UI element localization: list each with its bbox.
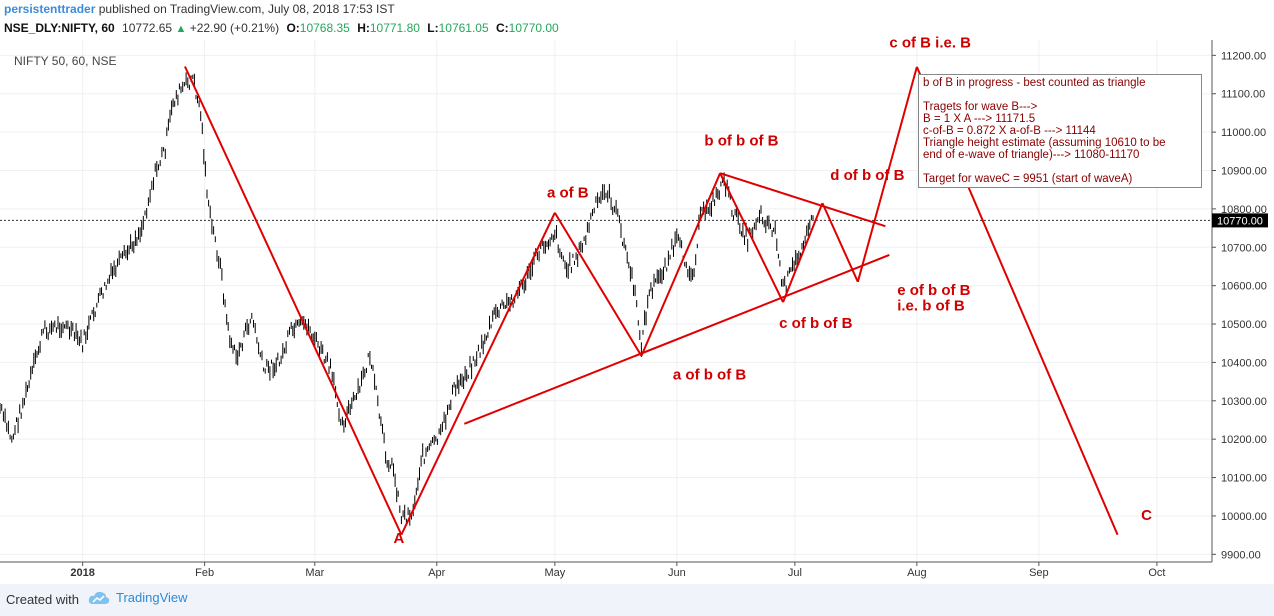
note-line: Triangle height estimate (assuming 10610… <box>923 137 1166 149</box>
x-tick-label: Sep <box>1029 567 1049 579</box>
wave-annotation: a of B <box>547 184 589 201</box>
x-tick-label: 2018 <box>70 567 94 579</box>
wave-line <box>400 212 556 536</box>
high-value: 10771.80 <box>369 21 420 35</box>
chart-title: NIFTY 50, 60, NSE <box>14 54 117 68</box>
low-label: L: <box>427 21 439 35</box>
wave-annotation: a of b of B <box>673 367 746 384</box>
y-tick-label: 10300.00 <box>1221 396 1267 408</box>
publish-header: persistenttrader published on TradingVie… <box>4 2 395 16</box>
cloud-icon <box>88 591 110 604</box>
note-line: c-of-B = 0.872 X a-of-B ---> 11144 <box>923 125 1096 137</box>
wave-annotation: i.e. b of B <box>897 298 965 315</box>
high-label: H: <box>357 21 370 35</box>
x-tick-label: Apr <box>428 567 445 579</box>
symbol-label[interactable]: NSE_DLY:NIFTY, 60 <box>4 21 115 35</box>
wave-annotation: b of b of B <box>704 133 778 150</box>
x-tick-label: Feb <box>195 567 214 579</box>
analysis-note-box: b of B in progress - best counted as tri… <box>918 74 1202 188</box>
y-tick-label: 11200.00 <box>1221 50 1266 62</box>
x-tick-label: Mar <box>305 567 324 579</box>
y-tick-label: 11000.00 <box>1221 127 1266 139</box>
note-line: end of e-wave of triangle)---> 11080-111… <box>923 149 1140 161</box>
note-line: b of B in progress - best counted as tri… <box>923 77 1146 89</box>
wave-annotation: e of b of B <box>897 282 970 299</box>
y-tick-label: 10500.00 <box>1221 319 1267 331</box>
x-tick-label: Jul <box>788 567 802 579</box>
y-tick-label: 10000.00 <box>1221 511 1267 523</box>
footer-bar: Created with TradingView <box>0 584 1274 616</box>
x-tick-label: Jun <box>668 567 686 579</box>
change-value: +22.90 (+0.21%) <box>189 21 280 35</box>
wave-annotation: c of B i.e. B <box>889 35 971 52</box>
wave-line <box>463 254 890 425</box>
note-line: Target for waveC = 9951 (start of waveA) <box>923 173 1133 185</box>
x-tick-label: Oct <box>1148 567 1165 579</box>
note-line <box>923 161 1197 173</box>
wave-line <box>782 202 824 303</box>
author-link[interactable]: persistenttrader <box>4 2 96 16</box>
tradingview-brand-link[interactable]: TradingView <box>88 590 188 605</box>
wave-line <box>821 202 859 283</box>
up-arrow-icon: ▲ <box>175 23 187 35</box>
note-line: Tragets for wave B---> <box>923 101 1038 113</box>
y-tick-label: 10900.00 <box>1221 166 1267 178</box>
close-label: C: <box>496 21 509 35</box>
y-tick-label: 9900.00 <box>1221 549 1261 561</box>
y-tick-label: 10200.00 <box>1221 434 1267 446</box>
open-label: O: <box>286 21 300 35</box>
wave-line <box>640 172 722 357</box>
wave-annotation: A <box>394 530 405 547</box>
wave-annotation: d of b of B <box>830 167 904 184</box>
open-value: 10768.35 <box>299 21 350 35</box>
wave-line <box>553 212 643 357</box>
y-tick-label: 10100.00 <box>1221 473 1267 485</box>
tradingview-brand-label: TradingView <box>116 590 188 605</box>
y-tick-label: 11100.00 <box>1221 89 1265 101</box>
y-tick-label: 10600.00 <box>1221 281 1267 293</box>
y-tick-label: 10800.00 <box>1221 204 1267 216</box>
wave-line <box>719 172 784 303</box>
wave-line <box>856 66 918 283</box>
wave-line <box>719 172 886 228</box>
note-line: B = 1 X A ---> 11171.5 <box>923 113 1036 125</box>
wave-annotation: c of b of B <box>779 315 852 332</box>
x-tick-label: Aug <box>907 567 927 579</box>
x-tick-label: May <box>544 567 565 579</box>
last-price-tag: 10770.00 <box>1212 213 1268 228</box>
low-value: 10761.05 <box>438 21 489 35</box>
created-with-label: Created with <box>6 592 79 607</box>
wave-line <box>184 66 403 536</box>
ticker-bar: NSE_DLY:NIFTY, 60 10772.65 ▲ +22.90 (+0.… <box>4 21 559 35</box>
wave-annotation: C <box>1141 507 1152 524</box>
note-line <box>923 89 1197 101</box>
y-tick-label: 10700.00 <box>1221 242 1267 254</box>
publish-info: published on TradingView.com, July 08, 2… <box>98 2 395 16</box>
last-price-label: 10770.00 <box>1217 215 1263 227</box>
y-tick-label: 10400.00 <box>1221 357 1267 369</box>
close-value: 10770.00 <box>508 21 559 35</box>
last-value: 10772.65 <box>122 21 173 35</box>
